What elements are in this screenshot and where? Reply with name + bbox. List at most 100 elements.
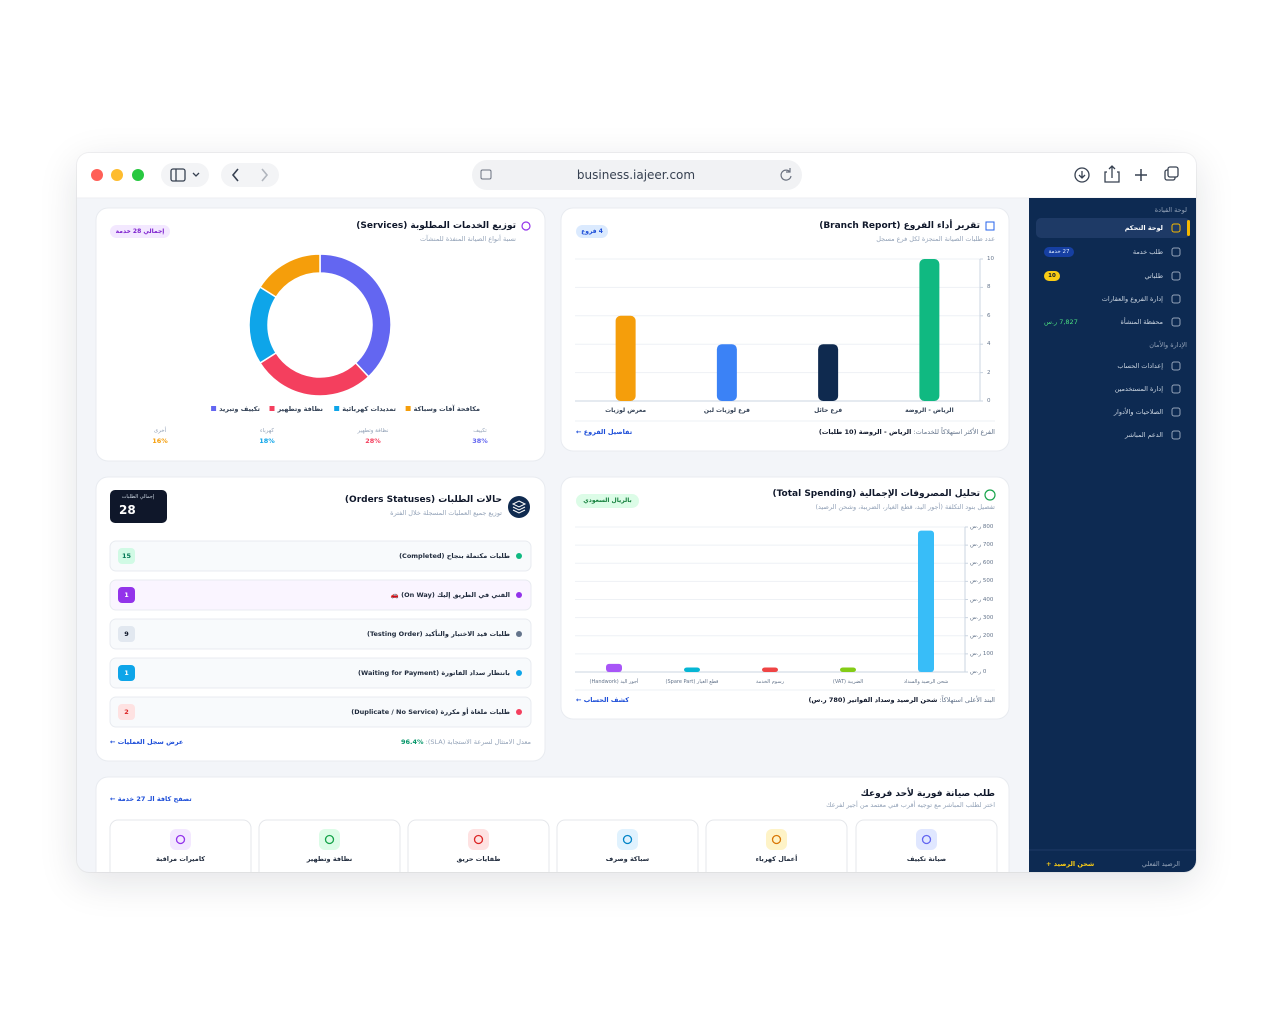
badge (110, 225, 170, 238)
card-footer: الفرع الأكثر استهلاكاً للخدمات: الرياض -… (819, 425, 995, 439)
x-tick-label: رسوم الخدمة (756, 679, 784, 685)
badge (1044, 271, 1060, 281)
card-icon (984, 489, 996, 501)
x-tick-label: معرض لوزيات (605, 407, 647, 414)
stat-label: أخرى (153, 428, 167, 434)
legend-swatch (211, 406, 217, 411)
card-subtitle: نسبة أنواع الصيانة المنفذة للمنشآت (420, 235, 516, 243)
sidebar-icon (1171, 317, 1181, 327)
back-button[interactable] (231, 168, 239, 182)
stat-value: 18% (259, 437, 275, 445)
stat-label: تكييف (473, 428, 487, 434)
download-icon[interactable] (1074, 167, 1090, 183)
sidebar-item[interactable]: طلباتي (1144, 272, 1164, 280)
stat-label: نظافة وتطهير (357, 428, 389, 434)
service-icon (916, 829, 937, 850)
legend-label: تكييف وتبريد (219, 405, 260, 413)
y-tick-label: 4 (987, 341, 991, 348)
sidebar-item[interactable]: محفظة المنشأة (1120, 318, 1163, 326)
card-footer-part: الفرع الأكثر استهلاكاً للخدمات: (913, 428, 995, 436)
address-bar[interactable] (472, 160, 802, 190)
sidebar-item[interactable]: إدارة المستخدمين (1114, 385, 1163, 393)
share-icon[interactable] (1104, 165, 1120, 183)
status-row[interactable] (109, 696, 532, 728)
sidebar-icon (1171, 223, 1181, 233)
status-count: 9 (124, 630, 129, 638)
legend-swatch (269, 406, 275, 411)
y-tick-label: 300 ر.س (970, 614, 994, 621)
service-icon (617, 829, 638, 850)
bar (615, 315, 636, 401)
x-tick-label: فرع حائل (814, 407, 843, 414)
status-row[interactable] (109, 657, 532, 689)
sidebar-item[interactable]: لوحة التحكم (1124, 224, 1163, 232)
y-tick-label: 6 (987, 312, 991, 319)
service-icon (766, 829, 787, 850)
footer-link[interactable]: تصفح كافة الـ 27 خدمة ← (110, 795, 192, 803)
window-button[interactable] (132, 169, 144, 181)
status-row[interactable] (109, 540, 532, 572)
reload-icon[interactable] (780, 168, 792, 181)
stat-value: 38% (472, 437, 488, 445)
footer-link[interactable]: تفاصيل الفروع ← (576, 428, 633, 436)
card-subtitle: اختر لطلب المباشر مع توجيه أقرب فني معتم… (826, 801, 995, 809)
sidebar-icon (1171, 430, 1181, 440)
footer-link[interactable]: عرض سجل العمليات ← (110, 738, 184, 746)
status-label: طلبات قيد الاختبار والتأكيد (Testing Ord… (366, 630, 510, 638)
sidebar (1029, 198, 1196, 872)
legend-swatch (334, 406, 340, 411)
topup-link[interactable]: شحن الرصيد + (1046, 860, 1095, 868)
y-tick-label: 800 ر.س (970, 524, 994, 530)
service-label: أعمال كهرباء (755, 855, 798, 863)
service-label: صيانة تكييف (906, 855, 947, 863)
status-label: بانتظار سداد الفاتورة (Waiting for Payme… (358, 669, 510, 677)
stat-value: 28% (365, 437, 381, 445)
browser-window: business.iajeer.com لوحة القيادة لوحة التح… (77, 153, 1196, 872)
x-tick-label: أجور اليد (Handwork) (589, 679, 639, 685)
card-title: طلب صيانة فورية لأحد فروعك (860, 789, 995, 799)
service-icon (319, 829, 340, 850)
sidebar-item[interactable]: الدعم المباشر (1125, 431, 1163, 439)
active-item-bg (1036, 218, 1190, 238)
bar (606, 663, 622, 672)
status-label: الفني في الطريق إليك (On Way) 🚗 (390, 591, 510, 599)
service-label: نظافة وتطهير (306, 855, 353, 863)
status-row[interactable] (109, 618, 532, 650)
y-tick-label: 8 (987, 284, 991, 291)
service-label: طفايات حريق (456, 855, 501, 863)
card-subtitle: توزيع جميع العمليات المسجلة خلال الفترة (390, 509, 502, 517)
window-button[interactable] (91, 169, 103, 181)
card-subtitle: عدد طلبات الصيانة المنجزة لكل فرع مسجل (876, 235, 995, 243)
card-icon-glyph (511, 500, 527, 514)
x-tick-label: فرع لوزيات لبن (703, 407, 750, 414)
service-icon (468, 829, 489, 850)
status-label: طلبات مكتملة بنجاح (Completed) (399, 552, 510, 560)
window-button[interactable] (111, 169, 123, 181)
nav-buttons (221, 163, 279, 187)
x-tick-label: قطع الغيار (Spare Part) (665, 679, 719, 685)
count-badge (118, 665, 135, 681)
sidebar-item[interactable]: الصلاحيات والأدوار (1113, 408, 1163, 416)
y-tick-label: 100 ر.س (970, 650, 994, 657)
service-icon-glyph (175, 834, 186, 845)
new-tab-icon[interactable] (1135, 169, 1147, 181)
sidebar-item[interactable]: إدارة الفروع والعقارات (1101, 295, 1163, 303)
status-count: 1 (124, 591, 129, 599)
y-tick-label: 0 ر.س (970, 669, 987, 675)
forward-button[interactable] (261, 168, 269, 182)
total-box (110, 490, 167, 523)
y-tick-label: 2 (987, 369, 991, 376)
status-row[interactable] (109, 579, 532, 611)
sidebar-icon (1171, 294, 1181, 304)
sidebar-item[interactable]: إعدادات الحساب (1117, 362, 1163, 370)
legend-label: مكافحة آفات وسباكة (413, 405, 480, 413)
footer-link[interactable]: كشف الحساب ← (576, 696, 630, 704)
status-label: طلبات ملغاة أو مكررة (Duplicate / No Ser… (351, 708, 510, 716)
url[interactable]: business.iajeer.com (576, 168, 696, 182)
stat-label: كهرباء (260, 428, 274, 434)
active-indicator (1187, 220, 1190, 236)
sidebar-item[interactable]: طلب خدمة (1132, 248, 1163, 256)
card-subtitle: تفصيل بنود التكلفة (أجور اليد، قطع الغيا… (815, 503, 995, 511)
status-dot (516, 709, 522, 715)
